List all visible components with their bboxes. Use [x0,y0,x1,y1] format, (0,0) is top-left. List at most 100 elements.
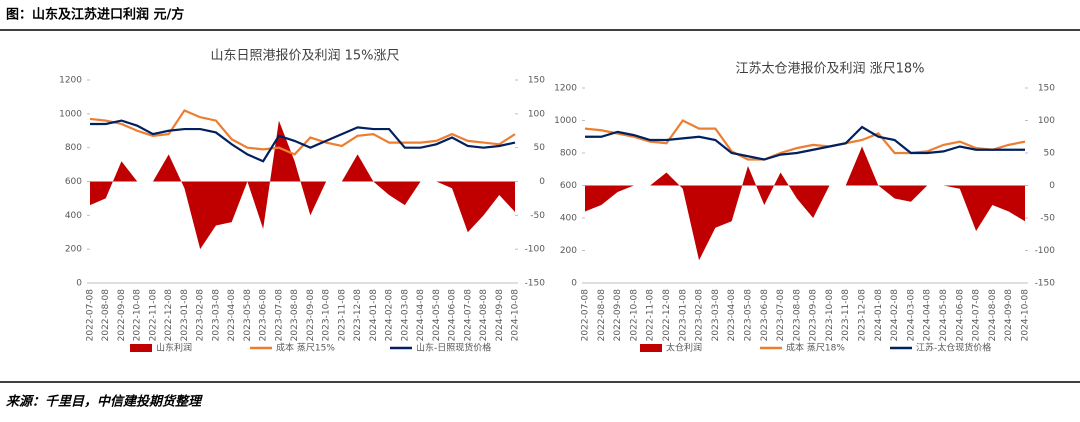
y2-tick-label: 100 [1038,116,1055,126]
legend-label: 江苏-太仓现货价格 [916,342,991,354]
x-tick-label: 2022-07-08 [581,289,591,342]
y2-tick-label: 0 [539,177,545,187]
x-tick-label: 2024-02-08 [385,289,395,342]
x-tick-label: 2022-09-08 [117,289,127,342]
x-tick-label: 2024-06-08 [955,289,965,342]
y-tick-label: 1000 [554,116,577,126]
x-tick-label: 2023-12-08 [353,289,363,342]
x-tick-label: 2024-07-08 [463,289,473,342]
x-tick-label: 2024-09-08 [1004,289,1014,342]
x-tick-label: 2024-03-08 [400,289,410,342]
chart-title: 山东日照港报价及利润 15%涨尺 [210,49,399,64]
profit-area [585,146,1025,261]
x-tick-label: 2024-06-08 [448,289,458,342]
y-tick-label: 0 [571,279,577,289]
y-tick-label: 200 [560,246,577,256]
x-tick-label: 2023-06-08 [760,289,770,342]
x-tick-label: 2023-05-08 [243,289,253,342]
price-line [90,119,516,163]
x-tick-label: 2024-02-08 [890,289,900,342]
x-tick-label: 2024-01-08 [369,289,379,342]
x-tick-label: 2023-07-08 [274,289,284,342]
legend-label: 成本 蒸尺18% [786,342,845,354]
y2-tick-label: 50 [1044,149,1056,159]
y-tick-label: 400 [560,214,577,224]
x-tick-label: 2023-05-08 [743,289,753,342]
x-tick-label: 2023-02-08 [695,289,705,342]
x-tick-label: 2023-01-08 [678,289,688,342]
x-tick-label: 2024-04-08 [923,289,933,342]
x-tick-label: 2022-09-08 [613,289,623,342]
x-tick-label: 2023-04-08 [727,289,737,342]
y-tick-label: 200 [65,245,82,255]
y2-tick-label: -50 [1040,214,1055,224]
x-tick-label: 2022-12-08 [662,289,672,342]
y-tick-label: 1200 [59,76,82,86]
legend-label: 山东利润 [156,342,192,354]
x-tick-label: 2023-06-08 [259,289,269,342]
x-tick-label: 2024-05-08 [432,289,442,342]
x-tick-label: 2023-09-08 [306,289,316,342]
y-tick-label: 600 [560,181,577,191]
x-tick-label: 2022-10-08 [133,289,143,342]
x-tick-label: 2023-11-08 [841,289,851,342]
x-tick-label: 2022-11-08 [646,289,656,342]
x-tick-label: 2023-10-08 [825,289,835,342]
x-tick-label: 2023-10-08 [322,289,332,342]
y2-tick-label: -100 [1035,246,1056,256]
price-line [584,119,1026,161]
y-tick-label: 400 [65,211,82,221]
x-tick-label: 2023-08-08 [290,289,300,342]
x-tick-label: 2024-01-08 [874,289,884,342]
x-tick-label: 2023-02-08 [196,289,206,342]
y-tick-label: 0 [76,279,82,289]
y2-tick-label: -150 [525,279,546,289]
x-tick-label: 2024-05-08 [939,289,949,342]
x-tick-label: 2022-08-08 [597,289,607,342]
chart-title: 江苏太仓港报价及利润 涨尺18% [735,61,924,77]
legend-label: 山东-日照现货价格 [416,342,491,354]
legend-swatch [640,344,662,352]
x-tick-label: 2024-04-08 [416,289,426,342]
x-tick-label: 2023-03-08 [211,289,221,342]
y2-tick-label: -150 [1035,279,1056,289]
y-tick-label: 1000 [59,109,82,119]
y2-tick-label: -100 [525,245,546,255]
x-tick-label: 2023-12-08 [858,289,868,342]
x-tick-label: 2022-07-08 [86,289,96,342]
y2-tick-label: 150 [528,76,545,86]
price-line [89,109,516,156]
x-tick-label: 2023-03-08 [711,289,721,342]
y2-tick-label: 150 [1038,84,1055,94]
legend-label: 太仓利润 [666,342,702,354]
page-title: 图：山东及江苏进口利润 元/方 [6,7,184,23]
x-tick-label: 2024-07-08 [972,289,982,342]
x-tick-label: 2023-08-08 [792,289,802,342]
x-tick-label: 2022-10-08 [629,289,639,342]
y2-tick-label: 0 [1049,181,1055,191]
y-tick-label: 600 [65,177,82,187]
x-tick-label: 2023-01-08 [180,289,190,342]
y-tick-label: 800 [65,143,82,153]
y2-tick-label: 50 [534,143,546,153]
profit-area [90,120,515,250]
legend-swatch [130,344,152,352]
x-tick-label: 2022-08-08 [101,289,111,342]
x-tick-label: 2024-10-08 [511,289,521,342]
x-tick-label: 2023-07-08 [776,289,786,342]
x-tick-label: 2023-04-08 [227,289,237,342]
x-tick-label: 2023-11-08 [337,289,347,342]
y2-tick-label: -50 [530,211,545,221]
x-tick-label: 2024-09-08 [495,289,505,342]
x-tick-label: 2024-08-08 [479,289,489,342]
y-tick-label: 800 [560,149,577,159]
x-tick-label: 2024-03-08 [906,289,916,342]
x-tick-label: 2022-11-08 [148,289,158,342]
legend-label: 成本 蒸尺15% [276,342,335,354]
y-tick-label: 1200 [554,84,577,94]
y2-tick-label: 100 [528,109,545,119]
x-tick-label: 2024-10-08 [1021,289,1031,342]
x-tick-label: 2024-08-08 [988,289,998,342]
x-tick-label: 2023-09-08 [809,289,819,342]
